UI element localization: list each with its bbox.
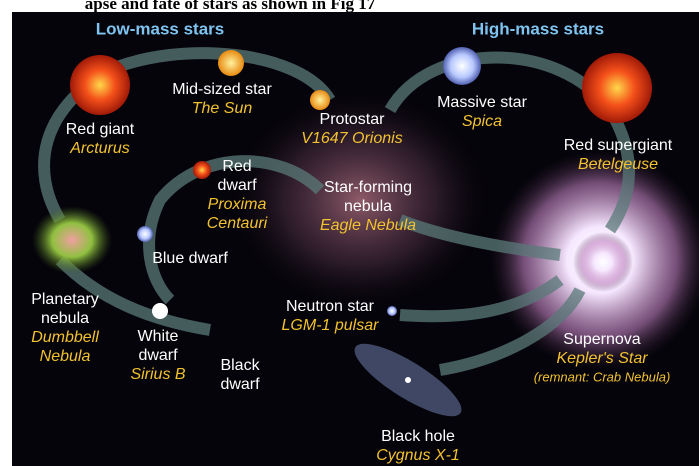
blue-dwarf: [137, 226, 153, 242]
sun: [218, 50, 244, 76]
node-name: nebula: [41, 310, 89, 327]
node-name: Blue dwarf: [152, 250, 228, 267]
node-name: Supernova: [563, 331, 640, 348]
planetary-nebula: [32, 206, 112, 274]
red-dwarf: [193, 161, 211, 179]
node-example: V1647 Orionis: [301, 130, 402, 147]
node-name: Red supergiant: [564, 137, 673, 154]
node-example: (remnant: Crab Nebula): [534, 369, 671, 384]
node-name: Star-forming: [324, 179, 412, 196]
node-name: Black: [220, 357, 260, 374]
node-name: White: [138, 328, 179, 345]
labels: Mid-sized star The Sun Red giant Arcturus Pr…: [31, 81, 673, 464]
node-name: dwarf: [220, 376, 260, 393]
header: Low-mass stars: [96, 19, 225, 38]
arrow: [399, 275, 564, 323]
node-name: Mid-sized star: [172, 81, 272, 98]
red-giant: [70, 55, 130, 115]
node-example: Eagle Nebula: [320, 217, 416, 234]
node-example: Centauri: [207, 215, 268, 232]
supernova: [573, 232, 633, 292]
node-example: Cygnus X-1: [376, 447, 460, 464]
node-example: Arcturus: [69, 140, 130, 157]
node-example: Dumbbell: [31, 329, 99, 346]
caption: apse and fate of stars as shown in Fig 1…: [85, 0, 376, 13]
massive-star: [443, 47, 481, 85]
node-name: Black hole: [381, 428, 455, 445]
node-example: Proxima: [208, 196, 267, 213]
nebula-glow: [230, 90, 490, 310]
node-example: The Sun: [192, 100, 253, 117]
node-example: LGM-1 pulsar: [282, 317, 380, 334]
arrow: [143, 155, 325, 305]
node-name: Red: [222, 158, 251, 175]
arrow: [439, 287, 586, 376]
node-name: Neutron star: [286, 298, 375, 315]
node-example: Sirius B: [130, 366, 185, 383]
node-example: Spica: [462, 113, 502, 130]
node-name: dwarf: [138, 347, 178, 364]
node-name: Red giant: [66, 121, 135, 138]
node-name: Protostar: [320, 111, 386, 128]
node-name: Massive star: [437, 94, 527, 111]
white-dwarf: [152, 303, 168, 319]
node-example: Nebula: [40, 348, 91, 365]
arrow: [397, 214, 561, 261]
node-name: Planetary: [31, 291, 99, 308]
node-name: dwarf: [217, 177, 257, 194]
node-example: Betelgeuse: [578, 156, 658, 173]
red-supergiant: [582, 53, 652, 123]
header: High-mass stars: [472, 19, 604, 38]
neutron-star: [387, 306, 397, 316]
node-example: Kepler's Star: [556, 350, 648, 367]
black-hole: [405, 377, 411, 383]
node-name: nebula: [344, 198, 392, 215]
protostar: [310, 90, 330, 110]
